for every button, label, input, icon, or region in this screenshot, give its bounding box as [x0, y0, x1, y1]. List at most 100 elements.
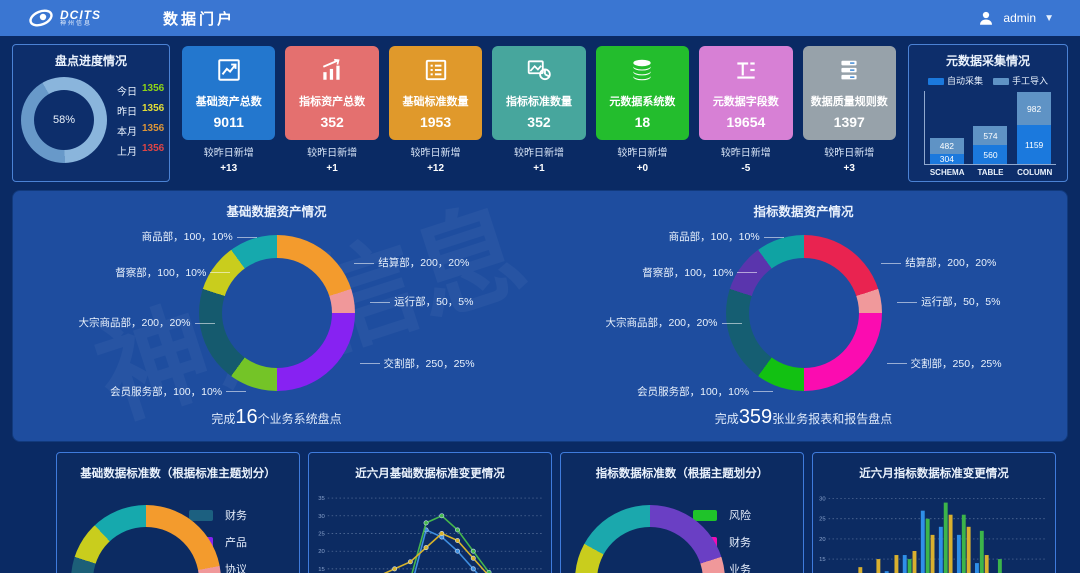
panel-title: 元数据采集情况 [945, 54, 1030, 68]
metadata-collect-panel: 元数据采集情况 自动采集 手工导入 304 482 SCHEMA 560 574 TABLE… [908, 44, 1068, 182]
text-field-icon [733, 57, 759, 88]
user-menu[interactable]: admin ▼ [977, 9, 1054, 27]
kpi-card-3[interactable]: 基础标准数量 1953 [388, 46, 483, 140]
kpi-label: 基础资产总数 [195, 95, 262, 108]
kpi-value: 352 [527, 113, 551, 130]
kpi-cards-row: 基础资产总数 9011 较昨日新增 +13 指标资产总数 352 较昨日新增 +1 基础标准数量… [178, 44, 900, 182]
bar-segment: 1159 [1017, 125, 1052, 164]
svg-text:20: 20 [819, 537, 826, 543]
kpi-delta: 较昨日新增 +13 [204, 146, 254, 176]
svg-text:30: 30 [819, 497, 826, 503]
kpi-delta-value: +13 [220, 163, 238, 174]
kpi-delta: 较昨日新增 +1 [514, 146, 564, 176]
meta-legend: 自动采集 手工导入 [918, 74, 1058, 87]
kpi-delta-value: +12 [427, 163, 445, 174]
progress-stat-row: 上月 1356 [117, 143, 164, 158]
kpi-card-1[interactable]: 基础资产总数 9011 [182, 46, 276, 140]
bar-x-label: TABLE [977, 168, 1004, 177]
svg-text:25: 25 [819, 517, 826, 523]
legend-label: 协议 [225, 564, 248, 573]
stat-value: 1356 [142, 102, 165, 114]
asset-donut-chart [725, 235, 882, 391]
bar-segment: 482 [929, 138, 964, 154]
donut-hole [748, 258, 859, 368]
legend-label: 财务 [225, 510, 248, 522]
callout-line [359, 363, 380, 365]
kpi-card-4[interactable]: 指标标准数量 352 [492, 46, 586, 140]
kpi-card-column: 基础资产总数 9011 较昨日新增 +13 [182, 46, 276, 182]
panel-title: 基础数据标准数（根据标准主题划分） [80, 468, 276, 480]
username: admin [1003, 11, 1037, 25]
kpi-value: 1397 [833, 113, 865, 130]
kpi-delta-label: 较昨日新增 [720, 148, 771, 159]
panel-title: 盘点进度情况 [54, 54, 127, 68]
legend-item: 手工导入 [993, 74, 1048, 87]
chart-title: 指标数据资产情况 [753, 205, 854, 219]
kpi-value: 1953 [419, 113, 452, 130]
svg-text:25: 25 [318, 531, 325, 537]
page-title: 数据门户 [163, 10, 236, 28]
server-stack-icon [836, 57, 862, 88]
chart-caption: 完成16个业务系统盘点 [211, 406, 342, 428]
donut-callout-label: 会员服务部，100，10% [637, 384, 777, 399]
basic-asset-chart-section: 基础数据资产情况 结算部，200，20% 运行部，50，5% 交割部，250，25%… [13, 191, 540, 441]
kpi-delta-label: 较昨日新增 [617, 148, 668, 159]
kpi-card-column: 数据质量规则数 1397 较昨日新增 +3 [802, 46, 896, 182]
kpi-delta-value: +1 [326, 163, 338, 174]
kpi-card-column: 元数据字段数 19654 较昨日新增 -5 [699, 46, 793, 182]
donut-callout-label: 结算部，200，20% [877, 255, 996, 270]
kpi-card-5[interactable]: 元数据系统数 18 [595, 46, 690, 140]
kpi-card-6[interactable]: 元数据字段数 19654 [699, 46, 793, 140]
legend-label: 风险 [729, 510, 752, 522]
panel-title: 近六月基础数据标准变更情况 [355, 468, 505, 480]
donut-callout-label: 大宗商品部，200，20% [78, 315, 218, 330]
chart-title: 基础数据资产情况 [226, 205, 327, 219]
donut-callout-label: 商品部，100，10% [669, 229, 788, 244]
callout-line [721, 322, 742, 324]
stat-value: 1356 [142, 142, 165, 154]
legend-label: 业务 [729, 564, 752, 573]
kpi-card-column: 元数据系统数 18 较昨日新增 +0 [595, 46, 690, 182]
legend-swatch [693, 509, 718, 521]
stat-label: 今日 [117, 86, 137, 98]
panel-title: 近六月指标数据标准变更情况 [859, 468, 1009, 480]
asset-overview-panel: 神州信息 基础数据资产情况 结算部，200，20%运行部，50，5%交割部，25… [12, 190, 1068, 442]
kpi-label: 指标标准数量 [505, 95, 572, 108]
kpi-label: 元数据字段数 [712, 95, 779, 108]
kpi-label: 元数据系统数 [609, 95, 676, 108]
stacked-bar: 1159 982 COLUMN [1017, 92, 1052, 177]
legend-label: 财务 [729, 537, 752, 549]
donut-hole [221, 258, 332, 368]
callout-line [737, 272, 758, 274]
stat-label: 上月 [117, 146, 137, 158]
callout-line [370, 302, 391, 304]
legend-swatch [189, 509, 214, 521]
basic-standard-trend-panel: 近六月基础数据标准变更情况 5101520253035 [308, 452, 552, 573]
kpi-card-7[interactable]: 数据质量规则数 1397 [802, 46, 896, 140]
svg-text:30: 30 [318, 514, 325, 520]
chevron-down-icon: ▼ [1044, 12, 1054, 24]
svg-text:35: 35 [318, 496, 325, 502]
asset-donut-chart [198, 235, 355, 391]
callout-line [753, 391, 774, 393]
donut-callout-label: 会员服务部，100，10% [110, 384, 250, 399]
caption-number: 359 [738, 406, 773, 428]
meta-stacked-bar-chart: 304 482 SCHEMA 560 574 TABLE 1159 982 COLUMN [924, 91, 1056, 177]
basic-standard-donut-panel: 基础数据标准数（根据标准主题划分） 财务产品协议资产员工 [56, 452, 300, 573]
stat-value: 1356 [142, 82, 165, 94]
callout-line [210, 272, 231, 274]
progress-donut-center: 58% [34, 90, 94, 150]
line-chart: 5101520253035 [318, 496, 543, 573]
index-standard-trend-panel: 近六月指标数据标准变更情况 51015202530 [812, 452, 1056, 573]
legend-item: 风险 [693, 507, 797, 523]
donut-callout-label: 大宗商品部，200，20% [605, 315, 745, 330]
kpi-card-2[interactable]: 指标资产总数 352 [285, 46, 379, 140]
kpi-label: 数据质量规则数 [810, 95, 888, 108]
bar-growth-icon [319, 57, 345, 88]
kpi-card-column: 基础标准数量 1953 较昨日新增 +12 [388, 46, 483, 182]
kpi-delta: 较昨日新增 +12 [411, 146, 461, 176]
kpi-delta-value: +0 [636, 163, 649, 174]
index-asset-chart-section: 指标数据资产情况 结算部，200，20% 运行部，50，5% 交割部，250，25%… [540, 191, 1067, 441]
callout-line [226, 391, 247, 393]
kpi-card-column: 指标资产总数 352 较昨日新增 +1 [285, 46, 379, 182]
